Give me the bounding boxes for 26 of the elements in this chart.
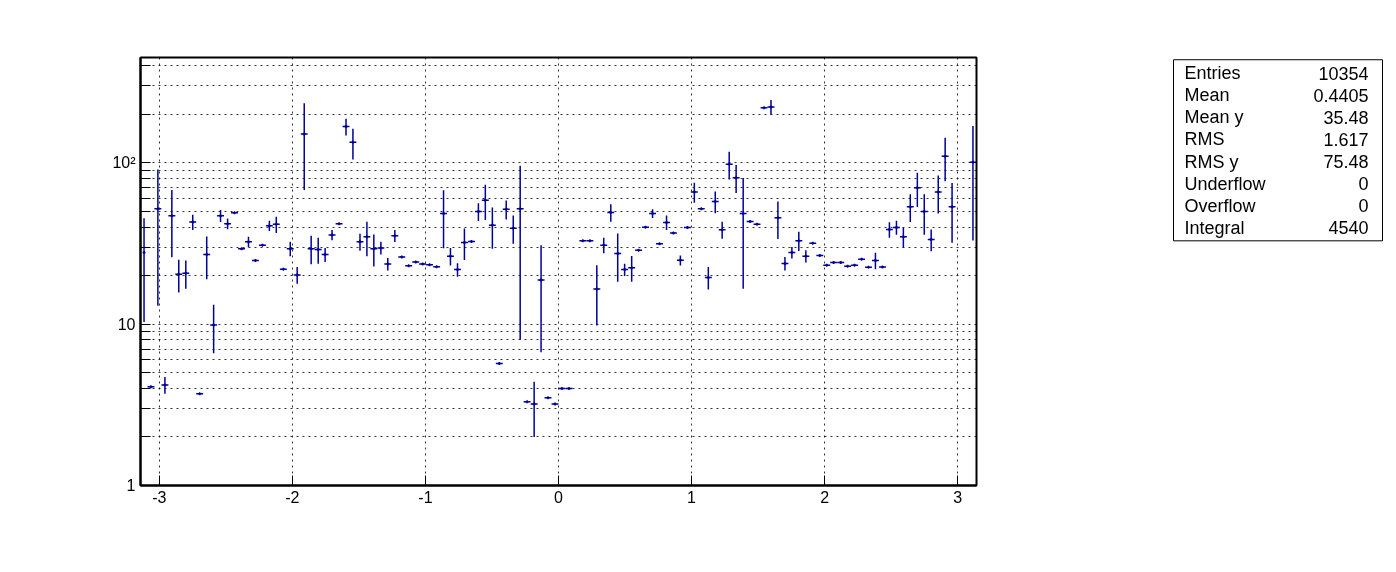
- y-tick-label: 10: [117, 315, 136, 333]
- text: 10354: [1318, 63, 1369, 84]
- text: 4540: [1328, 218, 1369, 239]
- x-tick-label: 0: [554, 488, 564, 506]
- text: Overflow: [1184, 195, 1257, 216]
- text: 35.48: [1323, 107, 1369, 128]
- text: RMS y: [1184, 151, 1239, 172]
- text: Integral: [1184, 217, 1245, 238]
- text: Mean y: [1184, 107, 1244, 128]
- text: 0.4405: [1313, 85, 1369, 106]
- text: Mean: [1184, 85, 1230, 106]
- text: 1.617: [1323, 129, 1369, 150]
- text: RMS: [1184, 129, 1225, 150]
- text: 0: [1358, 196, 1369, 217]
- x-tick-label: -2: [285, 488, 300, 506]
- text: Entries: [1184, 63, 1241, 84]
- x-tick-label: 3: [953, 488, 963, 506]
- text: 75.48: [1323, 152, 1369, 173]
- x-tick-label: 1: [687, 488, 697, 506]
- x-tick-label: -1: [418, 488, 433, 506]
- text: Underflow: [1184, 173, 1267, 194]
- y-tick-label: 1: [126, 477, 136, 494]
- text: 0: [1358, 174, 1369, 195]
- x-tick-label: 2: [820, 488, 830, 506]
- x-tick-label: -3: [152, 488, 167, 506]
- y-tick-label: 10²: [112, 154, 137, 172]
